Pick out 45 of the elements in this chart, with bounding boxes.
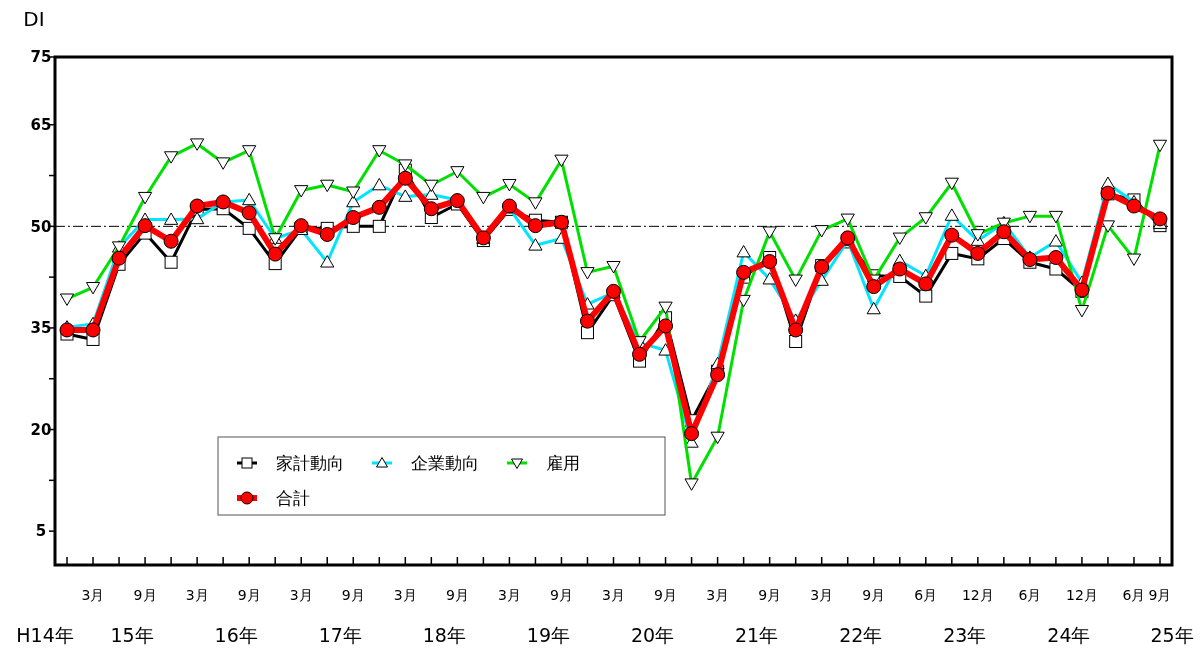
text: 24年 xyxy=(1047,624,1091,646)
text: 19年 xyxy=(526,624,571,646)
text: 25年 xyxy=(1150,624,1194,646)
x-tick-label: 12月 xyxy=(1066,587,1098,603)
x-tick-label: 3月 xyxy=(706,587,730,603)
text: 18年 xyxy=(422,624,466,646)
x-tick-label: 9月 xyxy=(445,587,469,603)
text: 15年 xyxy=(110,624,154,646)
x-tick-label: 3月 xyxy=(497,587,521,603)
x-tick-label: 6月 xyxy=(914,587,938,603)
y-tick-label: 35 xyxy=(30,319,52,338)
text: 17年 xyxy=(318,624,362,646)
x-tick-label: 9月 xyxy=(549,587,573,603)
y-tick-label: 75 xyxy=(30,48,52,67)
x-tick-label: 3月 xyxy=(289,587,313,603)
x-tick-label: 9月 xyxy=(862,587,886,603)
x-tick-label: 3月 xyxy=(602,587,625,603)
text: 23年 xyxy=(943,624,987,646)
legend-label: 家計動向 xyxy=(276,452,344,473)
text: 16年 xyxy=(214,624,258,646)
y-tick-label: 20 xyxy=(30,420,52,439)
text: 21年 xyxy=(735,624,779,646)
legend-label: 企業動向 xyxy=(411,452,479,473)
legend-label: 合計 xyxy=(276,487,310,508)
x-tick-label: 9月 xyxy=(133,587,157,603)
x-tick-label: 6月 xyxy=(1018,587,1042,603)
x-tick-label: 9月 xyxy=(654,587,678,603)
y-tick-label: 50 xyxy=(30,217,52,236)
text: 20年 xyxy=(630,624,675,646)
x-tick-label: 9月 xyxy=(341,587,365,603)
legend-label: 雇用 xyxy=(546,452,580,473)
x-tick-label: 6月 xyxy=(1122,587,1146,603)
x-tick-label: 3月 xyxy=(185,587,209,603)
text: H14年 xyxy=(16,624,74,646)
x-tick-label: 3月 xyxy=(810,587,834,603)
y-tick-label: 65 xyxy=(30,115,52,134)
x-tick-label: 3月 xyxy=(81,587,105,603)
y-tick-label: 5 xyxy=(35,522,47,541)
text: 22年 xyxy=(839,624,883,646)
x-tick-label: 9月 xyxy=(758,587,782,603)
x-tick-label: 12月 xyxy=(961,587,994,603)
x-tick-label: 9月 xyxy=(237,587,261,603)
y-axis-title: DI xyxy=(23,7,45,31)
x-tick-label: 9月 xyxy=(1148,587,1172,603)
x-tick-label: 3月 xyxy=(393,587,417,603)
